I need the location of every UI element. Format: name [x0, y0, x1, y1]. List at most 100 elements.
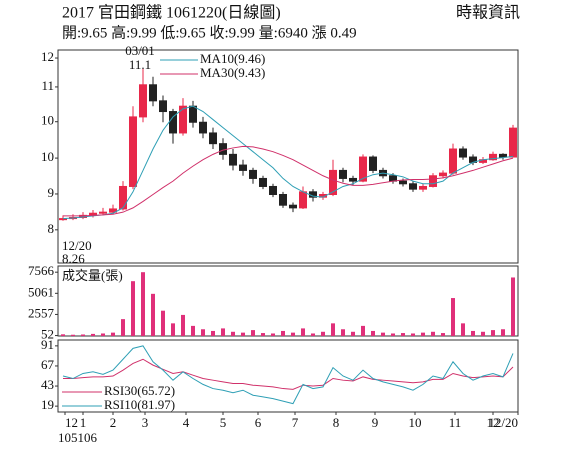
candle-body: [299, 191, 307, 209]
y-tick-label: 52: [41, 327, 54, 342]
candle-body: [119, 185, 127, 210]
volume-bar: [151, 293, 155, 336]
line: [63, 145, 514, 217]
volume-bar: [161, 310, 165, 336]
y-tick-label: 2557: [28, 305, 55, 320]
annotation: 12/20: [62, 238, 92, 253]
candle-body: [109, 208, 117, 213]
legend-label: RSI10(81.97): [104, 397, 175, 412]
volume-bar: [381, 332, 385, 336]
candle-body: [459, 148, 467, 158]
x-tick-label: 8: [333, 415, 340, 430]
candle-body: [409, 183, 417, 190]
volume-bar: [251, 330, 255, 336]
candle-body: [289, 204, 297, 209]
x-tick-label: 10: [409, 415, 422, 430]
candle-body: [399, 180, 407, 185]
candle-body: [189, 105, 197, 123]
volume-bar: [281, 330, 285, 336]
volume-bar: [71, 334, 75, 336]
volume-bar: [241, 332, 245, 336]
candle-body: [179, 105, 187, 134]
y-tick-label: 91: [41, 337, 54, 352]
y-tick-label: 8: [48, 221, 55, 236]
volume-bar: [211, 330, 215, 336]
x-tick-label: 7: [292, 415, 299, 430]
y-tick-label: 43: [41, 377, 54, 392]
candle-body: [209, 132, 217, 145]
volume-bar: [261, 333, 265, 336]
x-tick-label: 6: [255, 415, 262, 430]
volume-bar: [371, 330, 375, 336]
volume-bar: [171, 323, 175, 336]
volume-bar: [311, 333, 315, 336]
candle-body: [129, 116, 137, 187]
candle-body: [449, 148, 457, 174]
volume-bar: [61, 334, 65, 336]
candle-body: [239, 164, 247, 171]
quote: 開:9.65 高:9.99 低:9.65 收:9.99 量:6940 漲 0.4…: [62, 24, 357, 41]
volume-bar: [511, 277, 515, 336]
candle-body: [259, 177, 267, 187]
candle-body: [359, 156, 367, 182]
volume-bar: [191, 325, 195, 336]
candle-body: [199, 121, 207, 134]
candle-body: [329, 169, 337, 195]
y-tick-label: 67: [41, 357, 55, 372]
rsi-frame: [57, 339, 519, 413]
annotation: 8.26: [62, 251, 85, 266]
y-tick-label: 10: [41, 113, 54, 128]
y-tick-label: 11: [41, 78, 54, 93]
annotation: 11.1: [129, 57, 151, 72]
volume-bar: [501, 329, 505, 336]
volume-bar: [141, 272, 145, 336]
volume-bar: [391, 333, 395, 336]
x-tick-label: 12: [65, 415, 78, 430]
x-tick-label: 2: [110, 415, 117, 430]
candle-body: [149, 84, 157, 102]
x-tick-label: 3: [142, 415, 149, 430]
candle-body: [269, 185, 277, 195]
candle-body: [509, 127, 517, 158]
volume-bar: [351, 331, 355, 336]
volume-bar: [101, 333, 105, 336]
volume-bar: [491, 330, 495, 336]
volume-bar: [121, 319, 125, 336]
x-tick-label: 11: [449, 415, 462, 430]
candle-body: [429, 175, 437, 187]
volume-bar: [271, 333, 275, 336]
y-tick-label: 10: [41, 149, 54, 164]
x-tick-label: 1: [80, 415, 87, 430]
y-tick-label: 9: [48, 185, 55, 200]
y-tick-label: 5061: [28, 284, 54, 299]
volume-bar: [471, 330, 475, 336]
volume-frame: [57, 265, 519, 337]
candle-body: [439, 172, 447, 177]
candle-body: [419, 185, 427, 190]
x-tick-label: 5: [220, 415, 227, 430]
candle-body: [99, 211, 107, 214]
x-tick-label: 12/20: [488, 415, 518, 430]
price-frame: [57, 49, 519, 264]
line: [62, 345, 514, 405]
candle-body: [249, 169, 257, 179]
volume-bar: [441, 333, 445, 336]
volume-bar: [341, 329, 345, 336]
volume-bar: [421, 332, 425, 336]
volume-bar: [291, 332, 295, 336]
annotation: 03/01: [125, 43, 155, 58]
x-tick-label: 4: [183, 415, 190, 430]
volume-bar: [331, 323, 335, 336]
candle-body: [369, 156, 377, 171]
candle-body: [229, 153, 237, 166]
legend-label: MA10(9.46): [200, 51, 265, 66]
candle-body: [279, 193, 287, 206]
volume-bar: [301, 328, 305, 336]
candle-body: [389, 175, 397, 182]
legend-label: RSI30(65.72): [104, 383, 175, 398]
volume-bar: [451, 298, 455, 336]
source: 時報資訊: [456, 4, 520, 22]
volume-bar: [221, 328, 225, 336]
candle-body: [159, 100, 167, 113]
candle-body: [489, 153, 497, 161]
